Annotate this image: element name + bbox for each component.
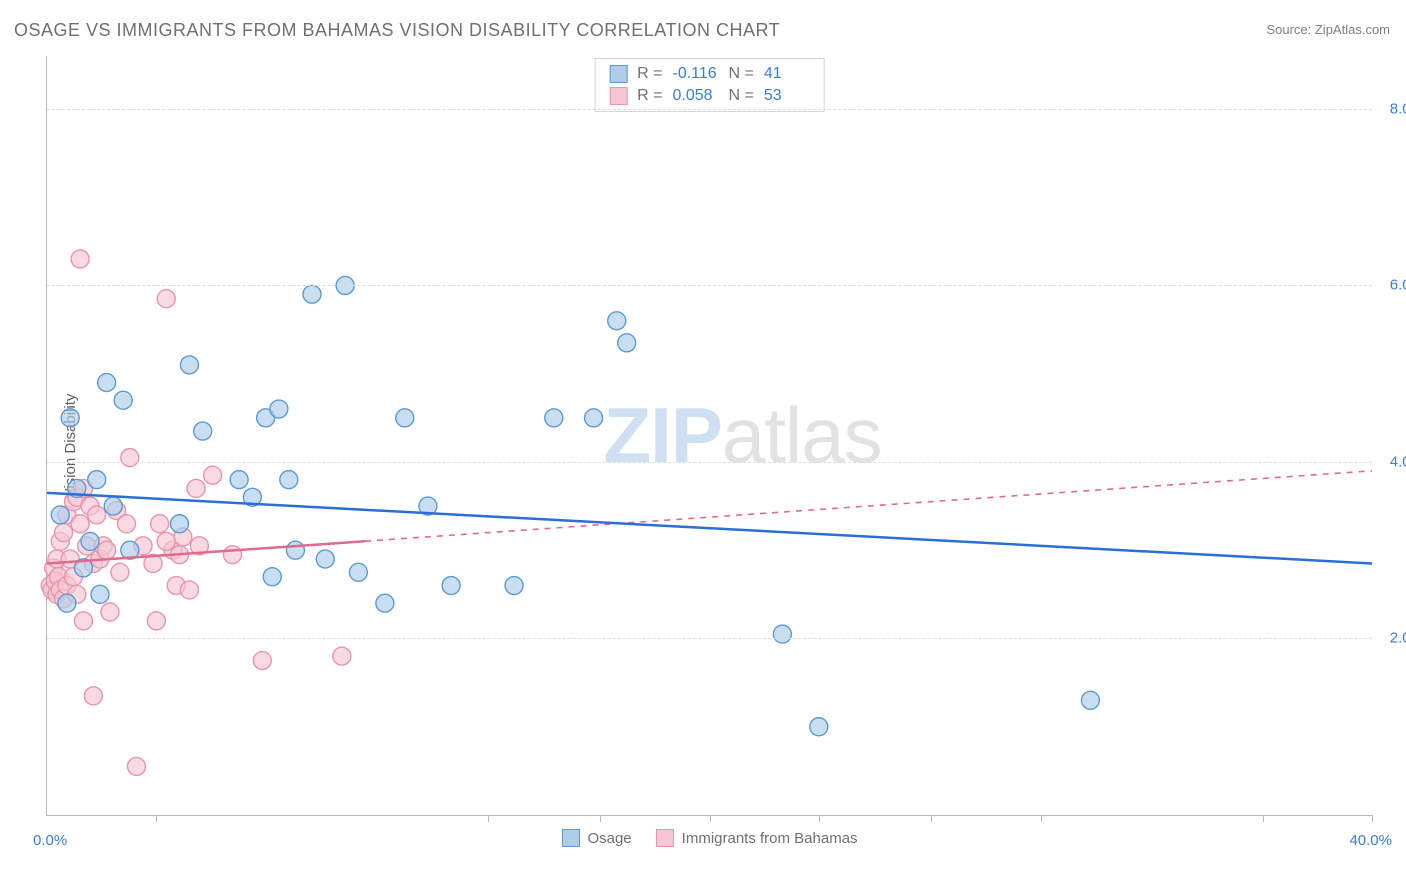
pink-swatch-icon <box>656 829 674 847</box>
x-tick-mark <box>1041 815 1042 822</box>
bahamas-point <box>88 506 106 524</box>
osage-point <box>349 563 367 581</box>
gridline <box>47 285 1372 286</box>
bahamas-point <box>101 603 119 621</box>
blue-swatch-icon <box>609 65 627 83</box>
osage-point <box>618 334 636 352</box>
osage-point <box>280 471 298 489</box>
bahamas-point <box>204 466 222 484</box>
osage-point <box>810 718 828 736</box>
bahamas-point <box>253 652 271 670</box>
stat-R-value: -0.116 <box>673 65 719 83</box>
x-tick-mark <box>710 815 711 822</box>
bahamas-point <box>55 524 73 542</box>
bahamas-point <box>127 757 145 775</box>
blue-swatch-icon <box>561 829 579 847</box>
osage-point <box>286 541 304 559</box>
osage-point <box>773 625 791 643</box>
legend-item: Osage <box>561 829 631 847</box>
osage-point <box>88 471 106 489</box>
osage-point <box>91 585 109 603</box>
osage-point <box>230 471 248 489</box>
osage-point <box>81 532 99 550</box>
osage-point <box>1081 691 1099 709</box>
gridline <box>47 462 1372 463</box>
y-tick-label: 2.0% <box>1390 630 1406 647</box>
stat-legend-row: R = -0.116 N = 41 <box>595 63 824 85</box>
bahamas-point <box>333 647 351 665</box>
bahamas-point <box>84 687 102 705</box>
x-tick-mark <box>1263 815 1264 822</box>
chart-svg <box>47 56 1372 815</box>
gridline <box>47 109 1372 110</box>
y-tick-label: 4.0% <box>1390 453 1406 470</box>
y-tick-label: 6.0% <box>1390 277 1406 294</box>
osage-point <box>51 506 69 524</box>
bahamas-point <box>180 581 198 599</box>
bahamas-point <box>147 612 165 630</box>
stat-legend-row: R = 0.058 N = 53 <box>595 85 824 107</box>
osage-point <box>98 374 116 392</box>
osage-point <box>608 312 626 330</box>
bahamas-point <box>157 290 175 308</box>
osage-point <box>58 594 76 612</box>
bahamas-point <box>157 532 175 550</box>
series-legend: Osage Immigrants from Bahamas <box>561 829 857 847</box>
osage-point <box>316 550 334 568</box>
osage-point <box>114 391 132 409</box>
x-axis-min-label: 0.0% <box>33 832 67 849</box>
stat-N-value: 53 <box>764 87 810 105</box>
osage-point <box>585 409 603 427</box>
bahamas-point <box>71 250 89 268</box>
x-tick-mark <box>931 815 932 822</box>
stat-N-value: 41 <box>764 65 810 83</box>
bahamas-point <box>224 546 242 564</box>
osage-point <box>194 422 212 440</box>
bahamas-point <box>151 515 169 533</box>
osage-point <box>505 577 523 595</box>
stat-R-label: R = <box>637 87 662 105</box>
bahamas-point <box>74 612 92 630</box>
osage-point <box>376 594 394 612</box>
osage-point <box>180 356 198 374</box>
osage-point <box>270 400 288 418</box>
plot-area: ZIPatlas R =-0.116N =41R =0.058N =53 0.0… <box>46 56 1372 816</box>
x-axis-max-label: 40.0% <box>1349 832 1392 849</box>
x-tick-mark <box>156 815 157 822</box>
bahamas-point <box>121 449 139 467</box>
bahamas-point <box>98 541 116 559</box>
bahamas-point <box>187 479 205 497</box>
x-tick-mark <box>819 815 820 822</box>
osage-point <box>263 568 281 586</box>
x-tick-mark <box>600 815 601 822</box>
bahamas-point <box>111 563 129 581</box>
chart-title: OSAGE VS IMMIGRANTS FROM BAHAMAS VISION … <box>14 20 780 41</box>
stat-R-label: R = <box>637 65 662 83</box>
stats-legend: R = -0.116 N = 41 R = 0.058 N = 53 <box>594 58 825 112</box>
stat-R-value: 0.058 <box>673 87 719 105</box>
legend-label: Osage <box>587 830 631 847</box>
legend-item: Immigrants from Bahamas <box>656 829 858 847</box>
stat-N-label: N = <box>729 65 754 83</box>
osage-point <box>104 497 122 515</box>
bahamas-point <box>118 515 136 533</box>
y-tick-label: 8.0% <box>1390 100 1406 117</box>
osage-point <box>303 285 321 303</box>
osage-point <box>545 409 563 427</box>
bahamas-trendline-dashed <box>365 471 1372 541</box>
legend-label: Immigrants from Bahamas <box>682 830 858 847</box>
stat-N-label: N = <box>729 87 754 105</box>
gridline <box>47 638 1372 639</box>
osage-point <box>396 409 414 427</box>
bahamas-point <box>71 515 89 533</box>
osage-point <box>171 515 189 533</box>
source-label: Source: ZipAtlas.com <box>1266 22 1390 37</box>
pink-swatch-icon <box>609 87 627 105</box>
x-tick-mark <box>1372 815 1373 822</box>
osage-point <box>442 577 460 595</box>
x-tick-mark <box>488 815 489 822</box>
osage-trendline-solid <box>47 493 1372 564</box>
osage-point <box>61 409 79 427</box>
